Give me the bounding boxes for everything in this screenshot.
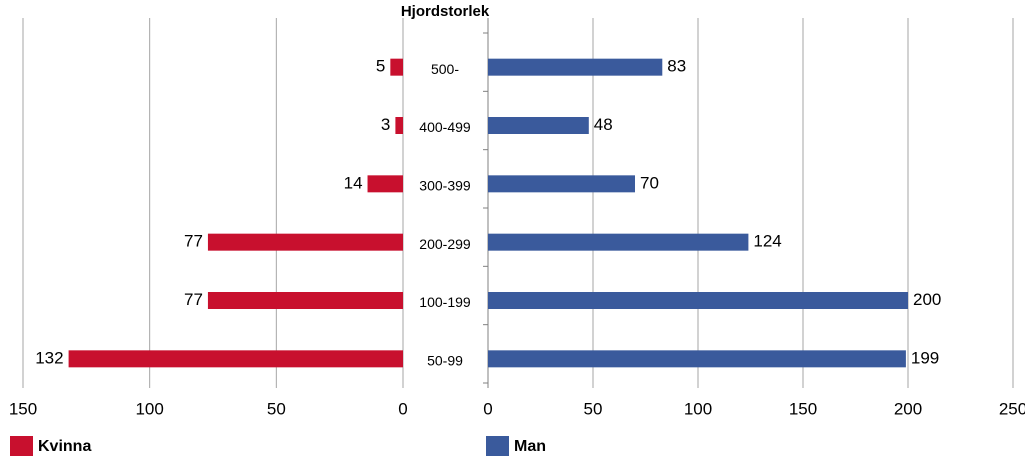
bar	[488, 58, 663, 76]
x-tick-label: 200	[894, 399, 922, 418]
data-label: 48	[594, 115, 613, 134]
y-tick-label: 400-499	[419, 119, 471, 135]
data-label: 14	[344, 173, 363, 192]
y-tick-label: 300-399	[419, 178, 471, 194]
bar	[367, 175, 403, 193]
data-label: 5	[376, 57, 385, 76]
bar	[395, 117, 403, 134]
bar	[207, 292, 403, 309]
legend-swatch	[486, 436, 509, 456]
y-tick-label: 100-199	[419, 294, 471, 310]
y-tick-label: 500-	[431, 61, 459, 77]
legend-label: Man	[514, 438, 546, 455]
chart-title: Hjordstorlek	[401, 3, 490, 20]
bar	[488, 350, 906, 368]
legend-swatch	[10, 436, 33, 456]
x-tick-label: 100	[684, 399, 712, 418]
x-tick-label: 50	[584, 399, 603, 418]
x-tick-label: 0	[483, 399, 492, 418]
data-label: 77	[184, 290, 203, 309]
data-label: 77	[184, 232, 203, 251]
y-tick-label: 50-99	[427, 353, 463, 369]
data-label: 3	[381, 115, 390, 134]
data-label: 70	[640, 173, 659, 192]
x-tick-label: 50	[267, 399, 286, 418]
bar	[390, 58, 403, 76]
x-tick-label: 100	[135, 399, 163, 418]
bar	[488, 175, 635, 193]
x-tick-label: 250	[999, 399, 1025, 418]
x-tick-label: 150	[789, 399, 817, 418]
bar	[488, 233, 749, 251]
bar	[488, 117, 589, 134]
data-label: 83	[667, 57, 686, 76]
data-label: 132	[35, 348, 63, 367]
x-tick-label: 0	[398, 399, 407, 418]
bar	[207, 233, 403, 251]
legend-label: Kvinna	[38, 438, 91, 455]
data-label: 124	[753, 232, 781, 251]
x-tick-label: 150	[9, 399, 37, 418]
y-tick-label: 200-299	[419, 236, 471, 252]
data-label: 199	[911, 348, 939, 367]
data-label: 200	[913, 290, 941, 309]
bar	[488, 292, 908, 309]
bar	[68, 350, 403, 368]
